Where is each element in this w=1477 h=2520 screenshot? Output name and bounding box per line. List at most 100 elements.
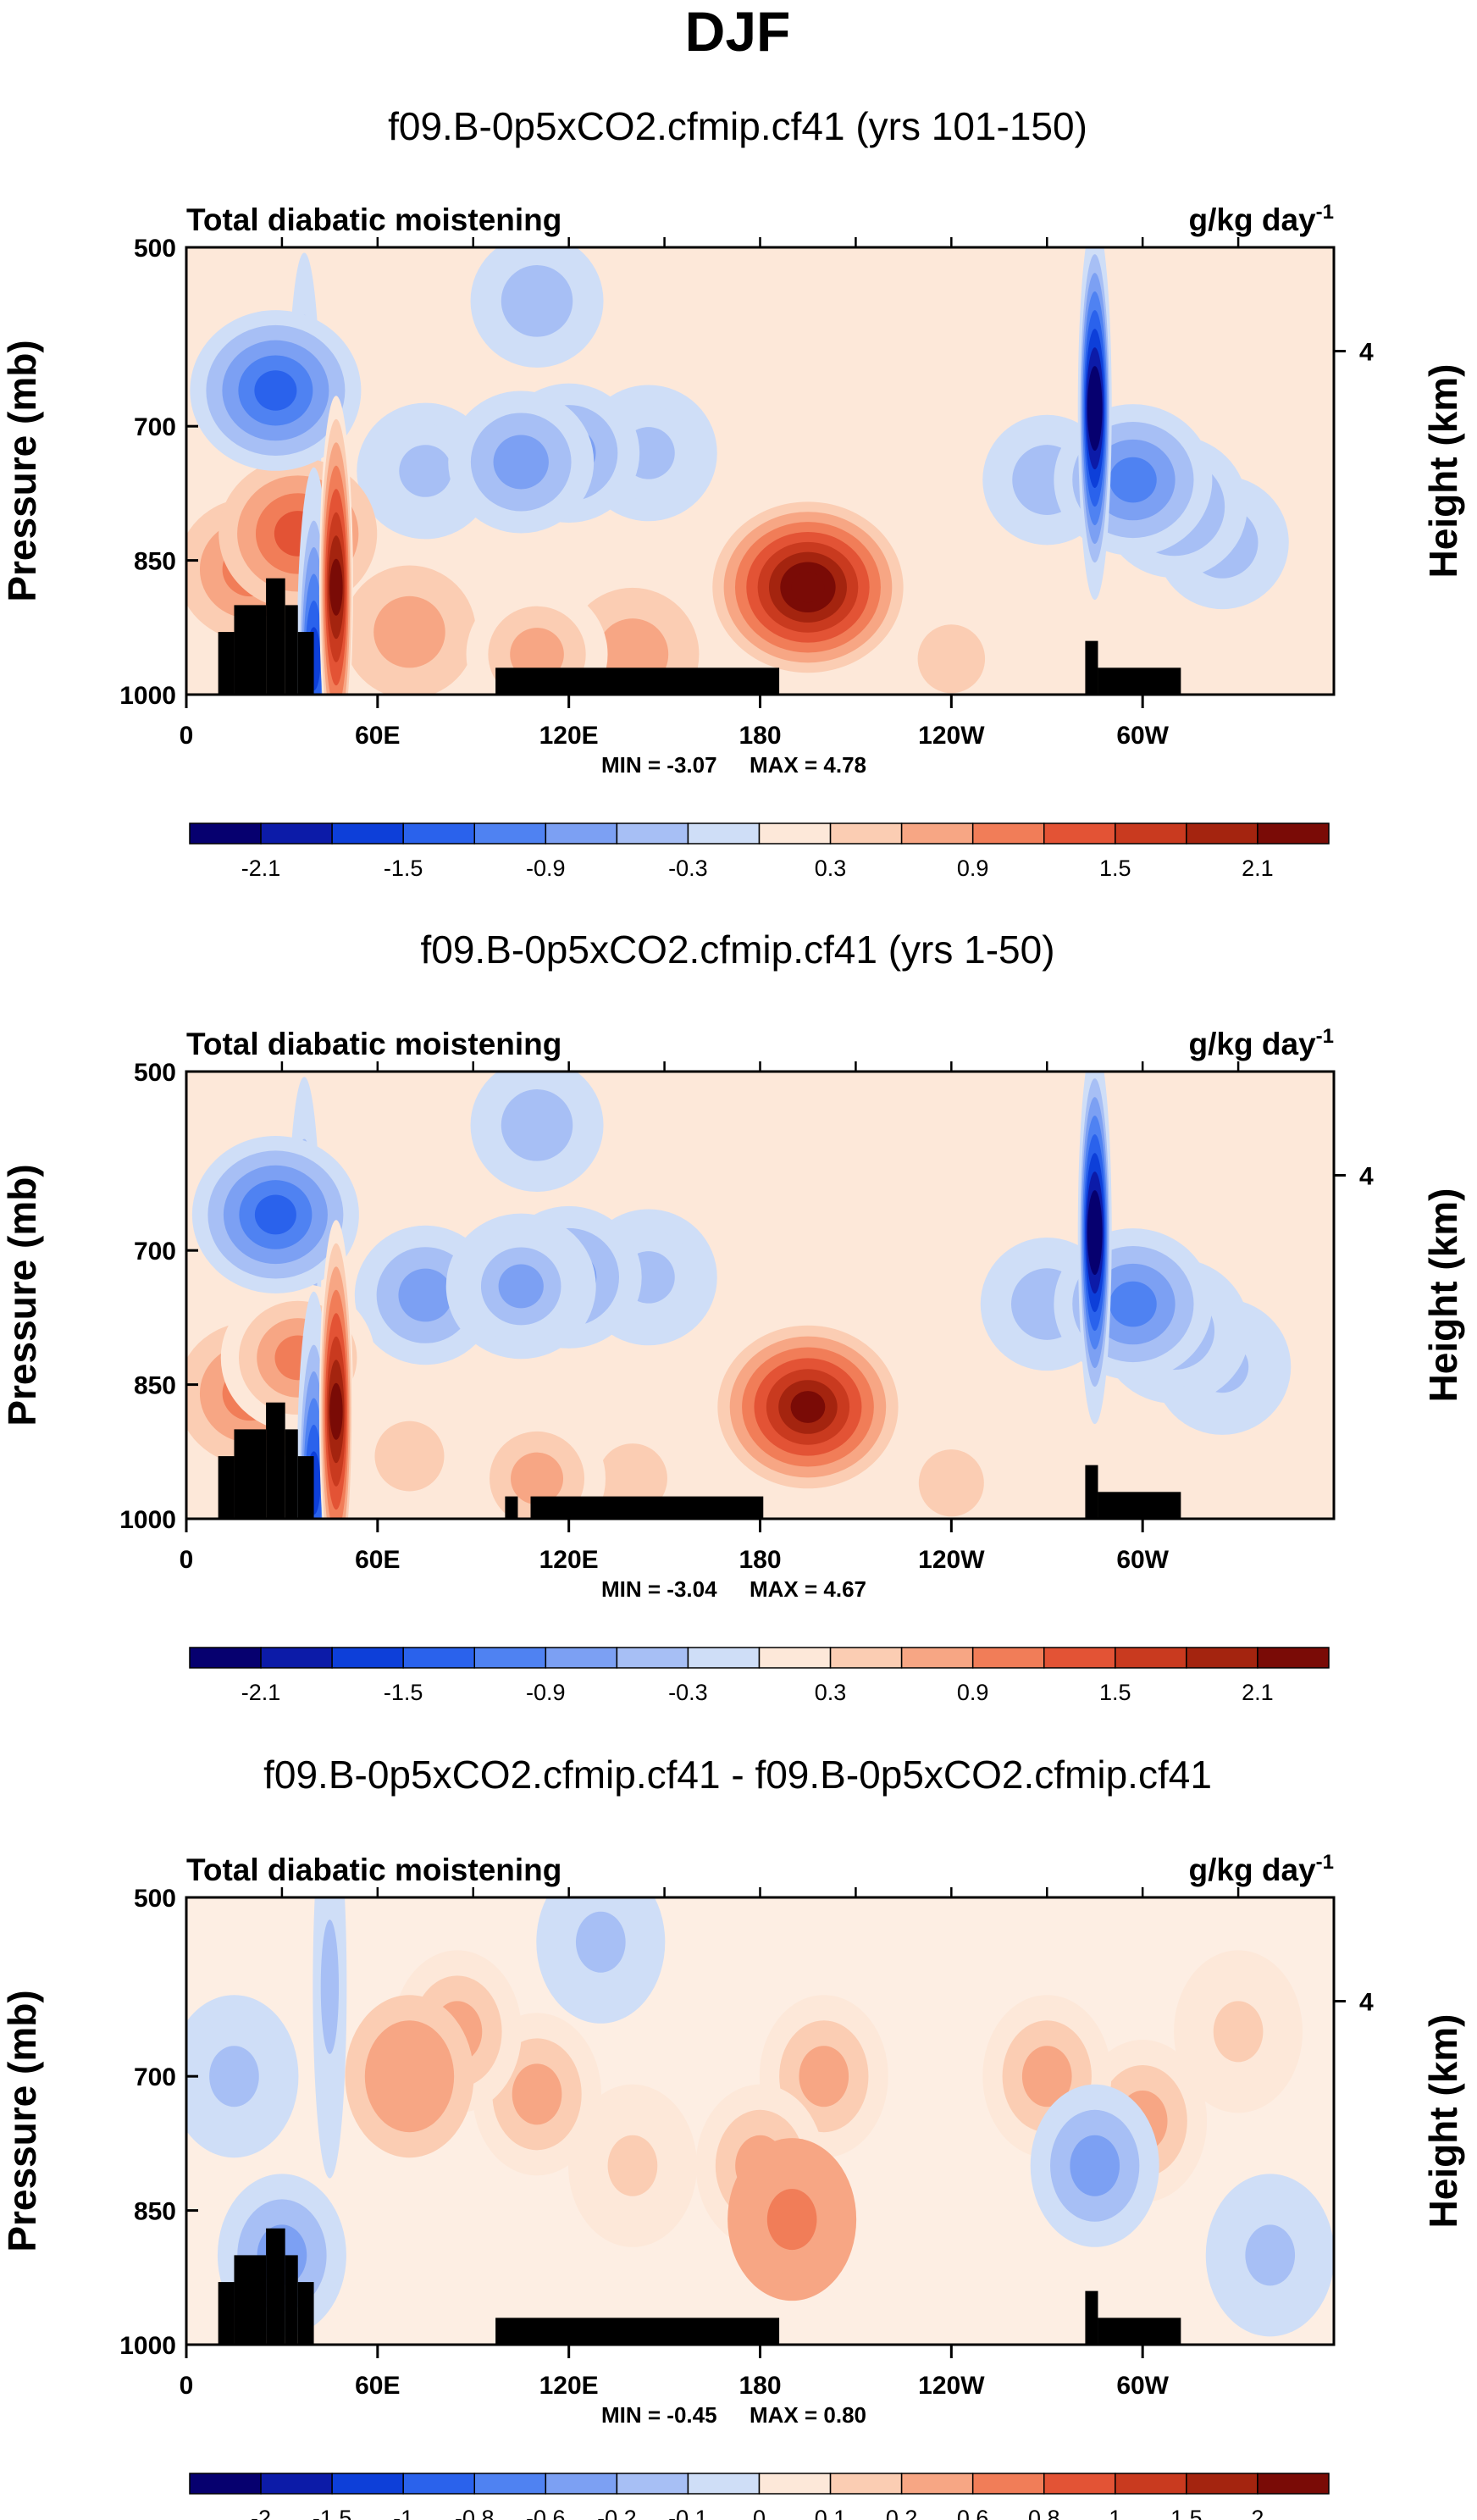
topography-mask: [285, 1429, 298, 1519]
contour-feature: [374, 1421, 445, 1492]
topography-mask: [218, 1456, 235, 1519]
colorbar-label: -1.5: [384, 1680, 423, 1705]
contour-feature: [209, 2046, 259, 2107]
colorbar-swatch: [829, 1647, 903, 1669]
colorbar-swatch: [829, 2473, 903, 2495]
topography-mask: [505, 1496, 518, 1519]
panel-title: f09.B-0p5xCO2.cfmip.cf41 (yrs 101-150): [388, 104, 1087, 148]
contour-field: [186, 1072, 1334, 1519]
units-label: g/kg day-1: [1189, 1025, 1334, 1061]
colorbar-swatch: [1257, 822, 1330, 845]
y-axis-title: Pressure (mb): [0, 1990, 44, 2251]
topography-mask: [1085, 1465, 1098, 1519]
colorbar-label: -1.5: [313, 2506, 352, 2520]
y-right-tick-label: 4: [1359, 1162, 1374, 1190]
contour-feature: [1088, 385, 1102, 433]
colorbar-label: -0.8: [455, 2506, 495, 2520]
units-base: g/kg day: [1189, 1853, 1317, 1887]
x-tick-label: 120E: [539, 1546, 599, 1574]
colorbar-label: 0.6: [957, 2506, 989, 2520]
y-tick-label: 700: [134, 1238, 176, 1266]
colorbar-swatch: [616, 1647, 689, 1669]
contour-feature: [1021, 2046, 1072, 2107]
topography-mask: [234, 605, 267, 695]
colorbar-label: -2.1: [241, 856, 281, 881]
contour-feature: [1109, 1281, 1157, 1327]
colorbar-label: 1.5: [1099, 856, 1131, 881]
colorbar-label: 0.9: [957, 1680, 989, 1705]
colorbar-swatch: [758, 822, 832, 845]
contour-feature: [384, 2046, 434, 2107]
contour-feature: [597, 1443, 667, 1514]
colorbar-label: 0: [753, 2506, 766, 2520]
colorbar-swatch: [829, 822, 903, 845]
colorbar-label: 1.5: [1099, 1680, 1131, 1705]
x-tick-label: 120E: [539, 2372, 599, 2400]
contour-feature: [512, 2063, 562, 2125]
colorbar-swatch: [402, 1647, 475, 1669]
contour-feature: [510, 628, 564, 681]
min-label: MIN = -3.04: [601, 1576, 717, 1602]
colorbar-swatch: [1115, 1647, 1187, 1669]
contour-feature: [398, 1268, 453, 1322]
contour-feature: [501, 265, 573, 337]
contour-feature: [498, 1264, 544, 1309]
contour-feature: [1070, 2135, 1120, 2196]
colorbar-label: -0.3: [668, 1680, 708, 1705]
y-tick-label: 1000: [119, 1506, 176, 1534]
contour-feature: [766, 2189, 817, 2251]
contour-feature: [373, 595, 445, 668]
colorbar-swatch: [402, 822, 475, 845]
colorbar-label: -0.6: [526, 2506, 566, 2520]
panel-title: f09.B-0p5xCO2.cfmip.cf41 (yrs 1-50): [420, 928, 1054, 972]
colorbar-swatch: [545, 1647, 618, 1669]
topography-mask: [495, 667, 780, 695]
contour-field: [186, 247, 1334, 695]
colorbar-swatch: [331, 2473, 404, 2495]
colorbar-swatch: [1186, 822, 1258, 845]
y-tick-label: 1000: [119, 682, 176, 710]
topography-mask: [234, 1429, 267, 1519]
colorbar-label: -2: [251, 2506, 271, 2520]
contour-feature: [1213, 2001, 1264, 2063]
colorbar-label: -0.3: [668, 856, 708, 881]
colorbar-label: 0.3: [815, 856, 847, 881]
contour-feature: [399, 445, 452, 497]
units-exponent: -1: [1316, 1851, 1334, 1874]
colorbar-swatch: [189, 2473, 262, 2495]
units-base: g/kg day: [1189, 202, 1317, 237]
y-tick-label: 700: [134, 2063, 176, 2091]
colorbar-swatch: [189, 1647, 262, 1669]
colorbar-swatch: [260, 822, 333, 845]
topography-mask: [297, 2282, 314, 2345]
contour-field: [186, 1897, 1334, 2345]
colorbar-swatch: [1043, 822, 1116, 845]
topography-mask: [266, 2228, 285, 2345]
panels-container: f09.B-0p5xCO2.cfmip.cf41 (yrs 101-150) To…: [0, 104, 1465, 2520]
topography-mask: [297, 632, 314, 695]
colorbar-label: 1.5: [1170, 2506, 1203, 2520]
contour-feature: [575, 1911, 626, 1973]
colorbar-swatch: [900, 822, 974, 845]
colorbar-swatch: [473, 2473, 547, 2495]
contour-feature: [320, 1919, 340, 2054]
colorbar-label: 0.1: [815, 2506, 847, 2520]
colorbar-swatch: [260, 2473, 333, 2495]
contour-feature: [607, 2135, 658, 2196]
y-right-tick-label: 4: [1359, 338, 1374, 366]
min-label: MIN = -3.07: [601, 752, 717, 778]
x-tick-label: 60W: [1116, 722, 1169, 750]
contour-feature: [501, 1089, 573, 1161]
contour-feature: [917, 624, 986, 694]
colorbar-label: 0.3: [815, 1680, 847, 1705]
colorbar-swatch: [545, 2473, 618, 2495]
colorbar-swatch: [687, 2473, 761, 2495]
topography-mask: [285, 2255, 298, 2345]
colorbar-swatch: [331, 1647, 404, 1669]
x-tick-label: 120E: [539, 722, 599, 750]
min-label: MIN = -0.45: [601, 2402, 717, 2428]
units-exponent: -1: [1316, 201, 1334, 224]
colorbar-label: 0.2: [886, 2506, 918, 2520]
max-label: MAX = 4.78: [750, 752, 866, 778]
colorbar-swatch: [687, 822, 761, 845]
